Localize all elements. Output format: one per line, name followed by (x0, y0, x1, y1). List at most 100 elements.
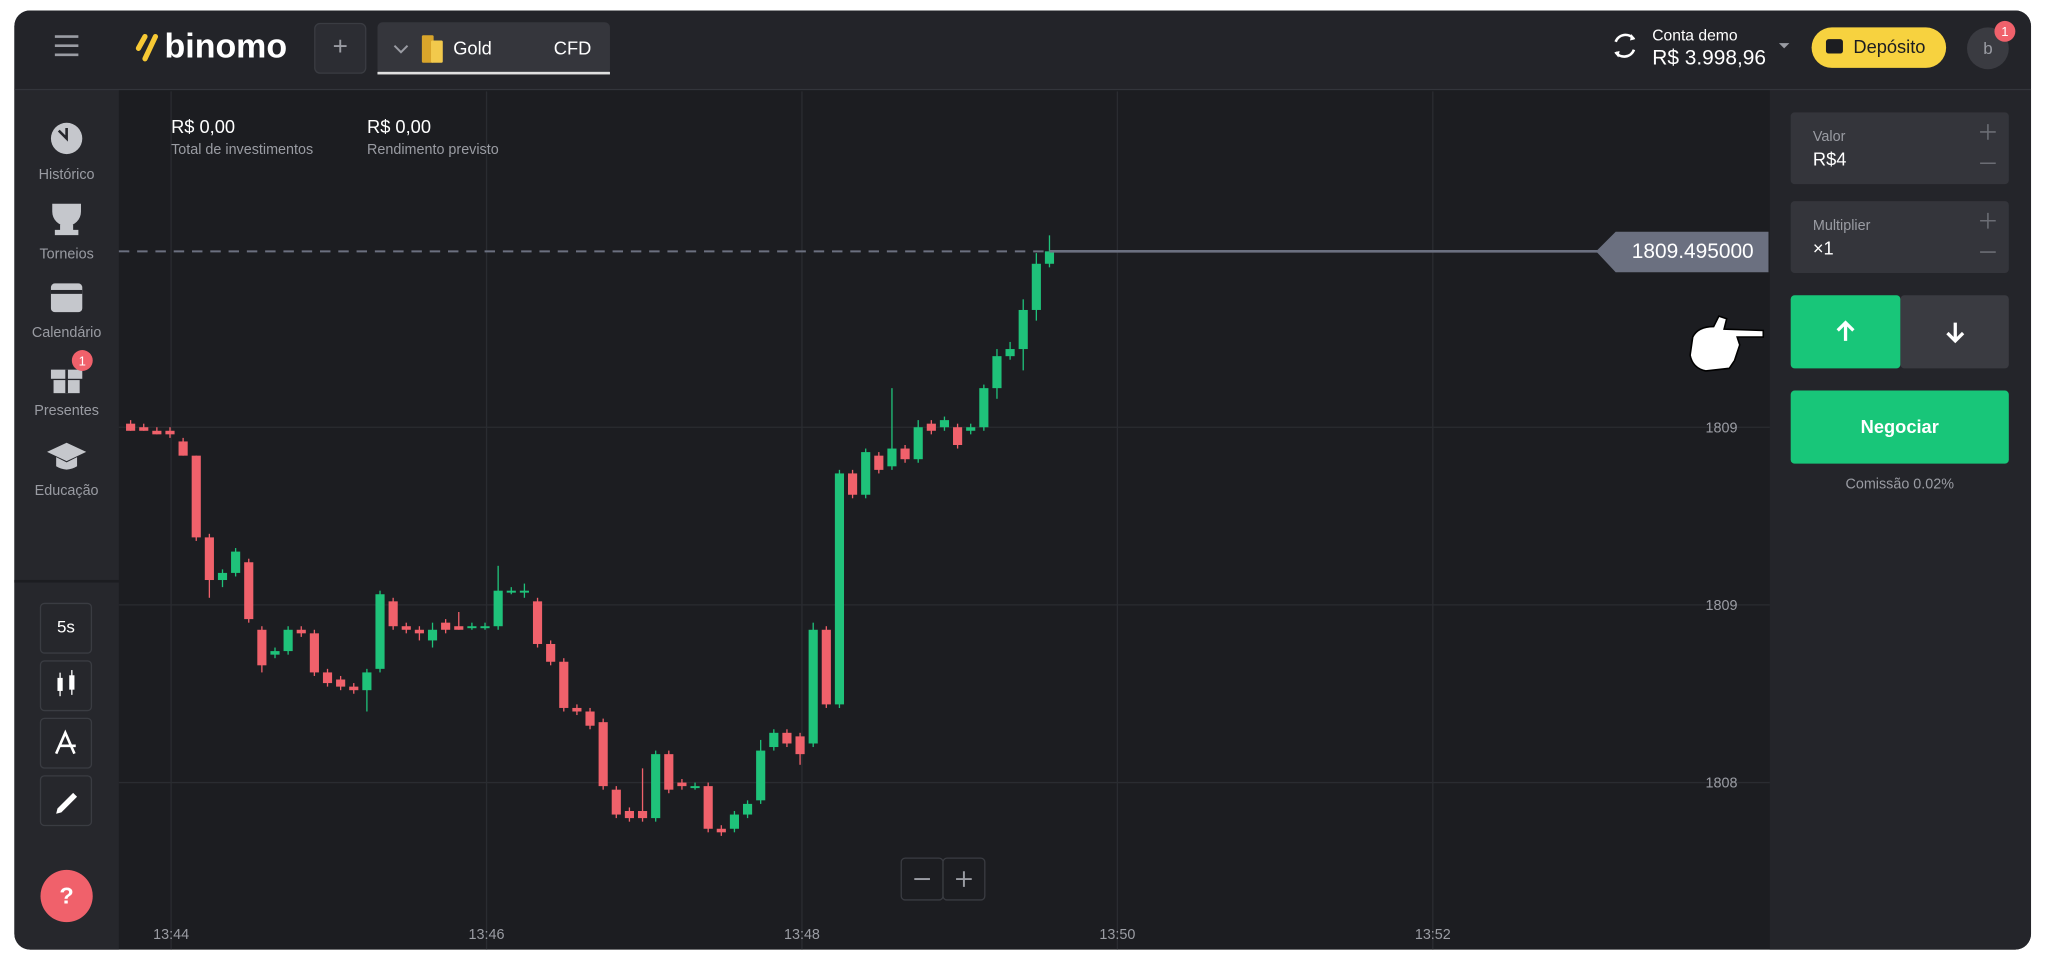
down-button[interactable] (1900, 295, 2009, 369)
candle-body (362, 672, 372, 691)
candle-body (769, 732, 779, 748)
candle-body (506, 590, 516, 593)
candle-body (480, 626, 490, 629)
candle-body (756, 750, 766, 801)
candle-body (664, 754, 674, 790)
avatar[interactable]: b 1 (1967, 20, 2016, 70)
candle-body (139, 427, 149, 431)
notification-badge: 1 (2001, 24, 2008, 39)
account-switch[interactable]: Conta demo R$ 3.998,96 (1614, 28, 1790, 70)
multiplier-label: Multiplier (1813, 218, 1871, 234)
candle-body (559, 661, 569, 708)
menu-button[interactable] (54, 35, 79, 57)
indicators-button[interactable] (39, 717, 93, 769)
logo-text: binomo (165, 27, 288, 65)
candle-body (349, 686, 359, 691)
candle-body (598, 722, 608, 787)
up-button[interactable] (1790, 295, 1901, 369)
sidebar-label: Calendário (32, 325, 101, 341)
candle-body (585, 711, 595, 726)
candle-body (808, 629, 818, 744)
candle-body (493, 590, 503, 627)
x-tick-label: 13:52 (1415, 927, 1451, 943)
hand-cursor (1689, 315, 1765, 372)
candle-body (231, 551, 241, 573)
drawing-button[interactable] (39, 775, 93, 827)
sidebar-item[interactable]: Educação (35, 442, 99, 499)
candle-body (191, 455, 201, 538)
candle-body (126, 423, 136, 431)
candle-body (572, 707, 582, 712)
chart-axes: 1809 1809 1808 13:44 13:46 13:48 13:50 13:52 180… (118, 231, 1769, 943)
app-frame (14, 10, 2032, 950)
deposit-button[interactable]: Depósito (1811, 27, 1947, 68)
zoom-in-button[interactable] (942, 857, 986, 901)
candle-body (204, 537, 214, 581)
candle-body (979, 388, 989, 428)
sidebar-item[interactable]: Torneios (39, 203, 94, 263)
candle-body (519, 590, 529, 593)
add-asset-button[interactable]: + (314, 22, 367, 74)
avatar-letter: b (1983, 39, 1992, 58)
candle-body (690, 786, 700, 789)
candle-body (848, 473, 858, 495)
help-button[interactable]: ? (40, 869, 93, 923)
candle-body (782, 732, 792, 744)
return-amount: R$ 0,00 (367, 116, 431, 137)
asset-name: Gold (453, 37, 492, 58)
sidebar-badge: 1 (79, 353, 86, 368)
candle-body (677, 782, 687, 787)
amount-field[interactable]: Valor R$4 (1790, 112, 2009, 185)
candle-body (270, 651, 280, 655)
logo: binomo (135, 27, 288, 65)
amount-value: R$4 (1813, 148, 1847, 169)
candle-body (1005, 349, 1015, 357)
sidebar-label: Presentes (34, 403, 99, 419)
candle-body (611, 789, 621, 815)
sidebar-divider (14, 579, 119, 583)
price-tag (1596, 231, 1769, 273)
candle-body (322, 672, 333, 684)
trade-button[interactable]: Negociar (1790, 390, 2009, 464)
svg-text:+: + (333, 31, 348, 61)
sidebar-label: Educação (35, 483, 99, 499)
zoom-out-button[interactable] (900, 857, 944, 901)
candle-body (742, 803, 753, 815)
chart-type-button[interactable] (39, 660, 93, 712)
sidebar-item[interactable]: 1 Presentes (34, 350, 99, 419)
candle-body (624, 810, 634, 819)
timeframe-button[interactable]: 5s (39, 602, 93, 654)
candles (126, 235, 1055, 836)
candle-body (953, 427, 963, 445)
deposit-label: Depósito (1853, 36, 1925, 57)
account-label: Conta demo (1652, 28, 1738, 45)
timeframe-label: 5s (57, 618, 75, 637)
candle-body (388, 601, 398, 627)
candle-body (834, 473, 845, 705)
candle-body (165, 430, 175, 435)
sidebar-item[interactable]: Calendário (32, 283, 101, 341)
candle-body (178, 441, 188, 456)
help-label: ? (59, 883, 73, 909)
candle-body (703, 786, 713, 829)
price-label: 1809.495000 (1632, 240, 1754, 263)
candle-body (913, 427, 923, 460)
asset-selector[interactable]: Gold CFD (377, 22, 610, 75)
sidebar-item[interactable]: Histórico (39, 122, 95, 183)
sidebar-label: Torneios (39, 246, 93, 262)
y-tick-label: 1808 (1705, 776, 1737, 792)
x-tick-label: 13:46 (469, 927, 505, 943)
candle-body (1018, 309, 1028, 350)
commission: Comissão 0.02% (1845, 476, 1954, 492)
candle-body (1044, 251, 1055, 264)
multiplier-field[interactable]: Multiplier ×1 (1790, 201, 2009, 273)
candle-body (257, 629, 267, 666)
candle-body (546, 643, 556, 662)
candle-body (336, 679, 346, 687)
candle-body (939, 420, 950, 428)
candle-body (454, 626, 464, 630)
candle-body (1031, 263, 1041, 310)
y-tick-label: 1809 (1705, 420, 1737, 436)
candle-body (651, 754, 661, 819)
sidebar-label: Histórico (39, 167, 95, 183)
